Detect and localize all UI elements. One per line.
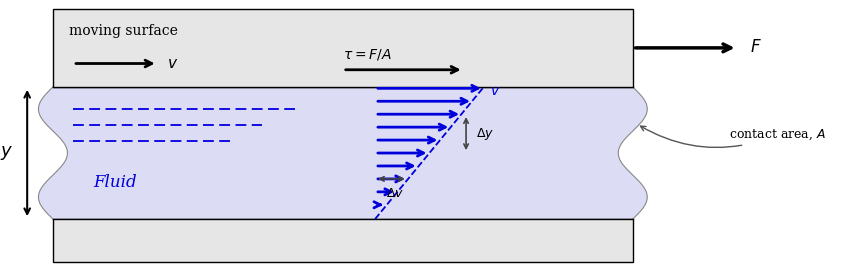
Text: moving surface: moving surface [69,24,178,38]
FancyBboxPatch shape [53,9,633,87]
Text: $\tau = F/A$: $\tau = F/A$ [343,47,391,62]
Text: $v$: $v$ [491,84,501,98]
Text: $F$: $F$ [749,39,761,56]
Text: contact area, $A$: contact area, $A$ [641,126,826,147]
Text: $\Delta v$: $\Delta v$ [386,187,405,200]
Text: $v$: $v$ [167,57,179,70]
FancyBboxPatch shape [53,219,633,262]
Text: $y$: $y$ [0,144,13,162]
Polygon shape [39,87,647,219]
Text: $\Delta y$: $\Delta y$ [475,126,494,142]
Text: Fluid: Fluid [94,174,137,191]
